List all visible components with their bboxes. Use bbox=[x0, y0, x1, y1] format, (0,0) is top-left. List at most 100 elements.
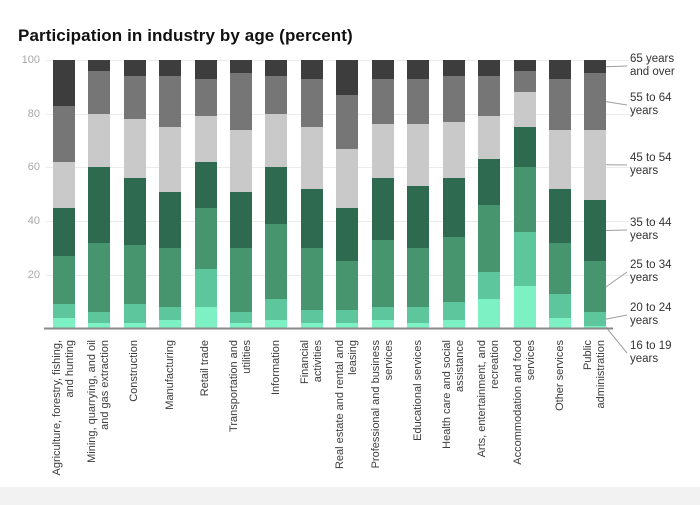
legend-label: 45 to 54 years bbox=[630, 152, 672, 178]
bar-segment bbox=[159, 320, 182, 329]
bar-segment bbox=[478, 116, 501, 160]
bar-segment bbox=[371, 307, 394, 321]
bar-segment bbox=[584, 261, 607, 313]
bar-segment bbox=[549, 60, 572, 79]
x-axis-label-line: Mining, quarrying, and oil bbox=[86, 340, 99, 463]
chart-title: Participation in industry by age (percen… bbox=[18, 26, 353, 45]
x-axis-label: Professional and business services bbox=[370, 340, 396, 490]
x-axis-label-line: Manufacturing bbox=[163, 340, 176, 410]
x-axis-label-line: Transportation and bbox=[227, 340, 240, 432]
bar-segment bbox=[442, 237, 465, 302]
bar-segment bbox=[442, 76, 465, 122]
bar-segment bbox=[123, 76, 146, 120]
x-axis-label-line: Other services bbox=[553, 340, 566, 411]
bar-segment bbox=[584, 73, 607, 130]
bar-segment bbox=[407, 60, 430, 79]
x-axis-label-line: leasing bbox=[347, 340, 360, 375]
legend-label-line: 25 to 34 bbox=[630, 259, 672, 271]
legend-label-line: 16 to 19 bbox=[630, 340, 672, 352]
bar-segment bbox=[159, 60, 182, 77]
bar-segment bbox=[442, 320, 465, 329]
bar-segment bbox=[300, 188, 323, 248]
bar-segment bbox=[300, 78, 323, 128]
legend-label-line: 35 to 44 bbox=[630, 217, 672, 229]
x-axis-label: Educational services bbox=[412, 340, 425, 490]
x-axis-label-line: services bbox=[524, 340, 537, 381]
x-axis-label: Health care and social assistance bbox=[441, 340, 467, 490]
bar-segment bbox=[549, 129, 572, 189]
x-axis-label: Manufacturing bbox=[164, 340, 177, 490]
bar-segment bbox=[336, 309, 359, 324]
bar-segment bbox=[194, 307, 217, 329]
bar-segment bbox=[194, 207, 217, 270]
x-axis-label-line: Public bbox=[582, 340, 595, 370]
bar-segment bbox=[407, 323, 430, 329]
legend-label: 20 to 24 years bbox=[630, 302, 672, 328]
bar-segment bbox=[478, 76, 501, 117]
bar-segment bbox=[336, 323, 359, 329]
bar-segment bbox=[123, 119, 146, 179]
bar-segment bbox=[300, 127, 323, 189]
x-axis-label: Retail trade bbox=[199, 340, 212, 490]
bar-segment bbox=[407, 124, 430, 187]
x-axis-label: Transportation and utilities bbox=[228, 340, 254, 490]
bar-segment bbox=[584, 325, 607, 329]
bar-segment bbox=[265, 60, 288, 77]
bar-segment bbox=[229, 129, 252, 192]
bar-segment bbox=[229, 73, 252, 130]
bar-segment bbox=[584, 129, 607, 200]
bar-segment bbox=[478, 159, 501, 205]
bar-segment bbox=[584, 312, 607, 326]
x-axis-label: Agriculture, forestry, fishing, and hunti… bbox=[51, 340, 77, 490]
bar-segment bbox=[159, 127, 182, 192]
x-axis-label: Accommodation and food services bbox=[512, 340, 538, 490]
bar-segment bbox=[549, 293, 572, 318]
bar-segment bbox=[123, 323, 146, 329]
y-axis-tick-label: 40 bbox=[27, 215, 40, 228]
bar-segment bbox=[194, 116, 217, 163]
x-axis-label-line: and gas extraction bbox=[99, 340, 112, 430]
y-axis-tick-label: 100 bbox=[21, 54, 40, 66]
bar-segment bbox=[549, 317, 572, 329]
x-axis-label-line: activities bbox=[311, 340, 324, 383]
legend-label-line: 55 to 64 bbox=[630, 92, 672, 104]
bar-segment bbox=[52, 207, 75, 256]
bar-segment bbox=[407, 78, 430, 125]
legend-label-line: and over bbox=[630, 66, 675, 78]
x-axis-label: Arts, entertainment, and recreation bbox=[476, 340, 502, 490]
x-axis-label-line: Financial bbox=[298, 340, 311, 385]
bar-segment bbox=[88, 60, 111, 71]
bar-segment bbox=[371, 124, 394, 179]
legend-label-line: years bbox=[630, 230, 659, 242]
bar-segment bbox=[549, 78, 572, 130]
x-axis-label: Mining, quarrying, and oil and gas extrac… bbox=[86, 340, 112, 490]
x-axis-label-line: Information bbox=[269, 340, 282, 396]
legend-label-line: years bbox=[630, 165, 659, 177]
legend-label-line: 65 years bbox=[630, 53, 675, 65]
bar-segment bbox=[549, 188, 572, 243]
bar-segment bbox=[52, 256, 75, 305]
legend-label-line: years bbox=[630, 105, 659, 117]
bar-segment bbox=[442, 121, 465, 179]
x-axis-label: Construction bbox=[128, 340, 141, 490]
bar-segment bbox=[513, 285, 536, 329]
bar-segment bbox=[478, 298, 501, 329]
bar-segment bbox=[336, 148, 359, 208]
bar-segment bbox=[52, 60, 75, 106]
bar-segment bbox=[513, 231, 536, 286]
bar-segment bbox=[159, 191, 182, 248]
bar-segment bbox=[88, 167, 111, 243]
bar-segment bbox=[229, 247, 252, 313]
bar-segment bbox=[407, 307, 430, 324]
bar-segment bbox=[300, 247, 323, 310]
bar-segment bbox=[371, 78, 394, 125]
bar-segment bbox=[194, 60, 217, 79]
x-axis-label: Public administration bbox=[582, 340, 608, 490]
bar-segment bbox=[123, 304, 146, 324]
footer-strip bbox=[0, 487, 700, 505]
x-axis-label-line: Real estate and rental and bbox=[334, 340, 347, 470]
bar-segment bbox=[300, 309, 323, 324]
bar-segment bbox=[300, 60, 323, 79]
y-axis-tick-label: 20 bbox=[27, 268, 40, 281]
